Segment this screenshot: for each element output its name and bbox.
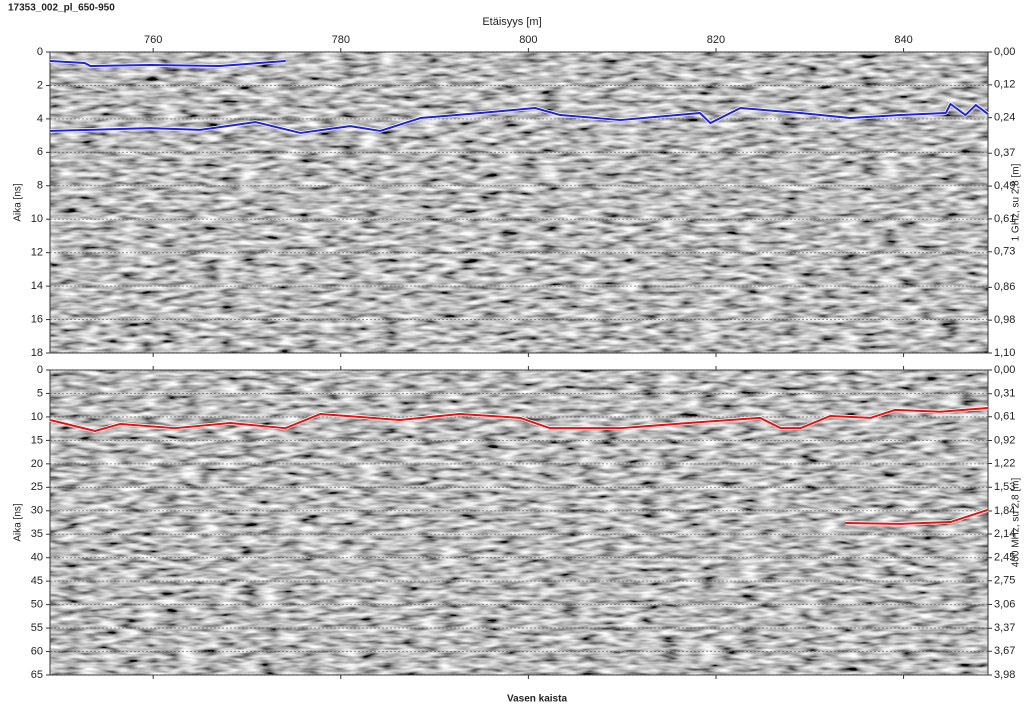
y2-tick-label: 1,53: [994, 481, 1015, 493]
x-tick-label: 800: [519, 34, 537, 46]
x-tick-label: 840: [894, 34, 912, 46]
y-tick-label: 50: [31, 599, 43, 611]
figure-title: 17353_002_pl_650-950: [8, 3, 115, 14]
y-tick-label: 6: [37, 146, 43, 158]
y-tick-label: 45: [31, 575, 43, 587]
y2-tick-label: 3,06: [994, 598, 1015, 610]
y-tick-label: 18: [31, 347, 43, 359]
y-tick-label: 14: [31, 280, 43, 292]
y2-tick-label: 0,00: [994, 46, 1015, 58]
y2-tick-label: 0,37: [994, 147, 1015, 159]
y-tick-label: 12: [31, 247, 43, 259]
y2-tick-label: 3,98: [994, 669, 1015, 681]
y-tick-label: 0: [37, 46, 43, 58]
y-tick-label: 65: [31, 669, 43, 681]
y2-tick-label: 0,92: [994, 434, 1015, 446]
y2-tick-label: 3,67: [994, 645, 1015, 657]
y-tick-label: 60: [31, 645, 43, 657]
footer-label: Vasen kaista: [507, 694, 567, 705]
pick-line: [49, 60, 286, 68]
y2-tick-label: 1,10: [994, 347, 1015, 359]
y-tick-label: 30: [31, 505, 43, 517]
y2-tick-label: 0,98: [994, 314, 1015, 326]
y2-tick-label: 0,24: [994, 112, 1015, 124]
x-tick-label: 760: [144, 34, 162, 46]
y2-tick-label: 0,00: [994, 364, 1015, 376]
pick-line: [49, 407, 989, 432]
x-tick-label: 820: [707, 34, 725, 46]
y-tick-label: 2: [37, 79, 43, 91]
y-tick-label: 16: [31, 313, 43, 325]
y2-tick-label: 1,84: [994, 505, 1015, 517]
y-tick-label: 20: [31, 458, 43, 470]
radargram-texture: [50, 52, 988, 353]
y2-tick-label: 0,61: [994, 411, 1015, 423]
y-tick-label: 10: [31, 411, 43, 423]
y2-tick-label: 3,37: [994, 622, 1015, 634]
y2-tick-label: 2,45: [994, 552, 1015, 564]
y2-tick-label: 0,31: [994, 388, 1015, 400]
y-axis-title: Aika [ns]: [13, 503, 24, 542]
y-tick-label: 10: [31, 213, 43, 225]
y-tick-label: 35: [31, 528, 43, 540]
y-tick-label: 25: [31, 481, 43, 493]
y2-tick-label: 2,75: [994, 575, 1015, 587]
y2-tick-label: 1,22: [994, 457, 1015, 469]
radargram-texture: [50, 370, 988, 675]
y2-tick-label: 0,12: [994, 79, 1015, 91]
y2-tick-label: 0,73: [994, 246, 1015, 258]
y-tick-label: 8: [37, 180, 43, 192]
y2-axis-title: 400 MHz, su 2,8 [m]: [1011, 478, 1022, 568]
y2-tick-label: 0,61: [994, 213, 1015, 225]
y-tick-label: 5: [37, 387, 43, 399]
y-tick-label: 55: [31, 622, 43, 634]
y2-tick-label: 2,14: [994, 528, 1015, 540]
y2-tick-label: 0,86: [994, 281, 1015, 293]
pick-line: [49, 103, 989, 134]
y-tick-label: 0: [37, 364, 43, 376]
y-tick-label: 15: [31, 434, 43, 446]
y-axis-title: Aika [ns]: [13, 183, 24, 222]
x-axis-title: Etäisyys [m]: [482, 16, 541, 28]
pick-line: [845, 508, 989, 525]
x-tick-label: 780: [332, 34, 350, 46]
y2-axis-title: 1 GHz, su 2,8 [m]: [1011, 163, 1022, 241]
y-tick-label: 40: [31, 552, 43, 564]
y-tick-label: 4: [37, 113, 43, 125]
y2-tick-label: 0,49: [994, 180, 1015, 192]
